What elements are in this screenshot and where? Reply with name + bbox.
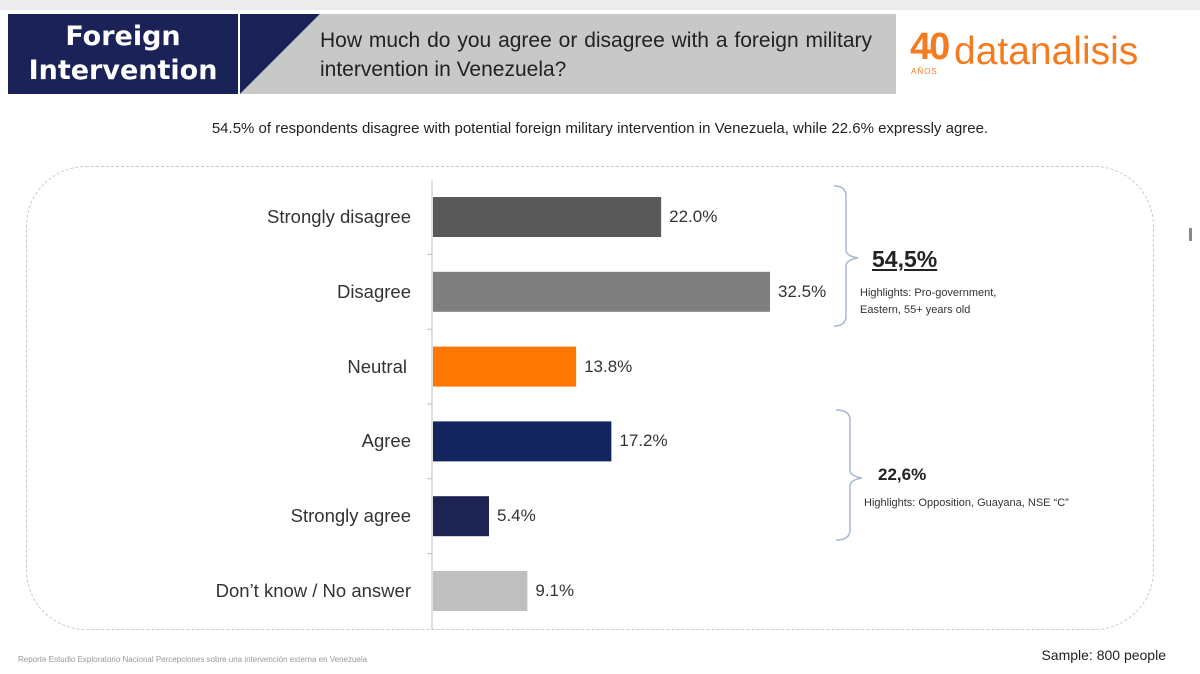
logo-years: 40 (910, 26, 950, 68)
disagree-highlights: Highlights: Pro-government, Eastern, 55+… (860, 287, 997, 316)
category-label: Disagree (336, 280, 411, 302)
bar-don-t-know-no-answer (433, 571, 528, 611)
value-label: 22.0% (669, 207, 718, 226)
value-label: 17.2% (619, 431, 668, 451)
scrollbar-thumb[interactable] (1189, 228, 1192, 241)
value-label: 9.1% (535, 581, 575, 600)
value-label: 13.8% (584, 356, 633, 376)
source-note: Reporte Estudio Exploratorio Nacional Pe… (18, 655, 368, 664)
section-title: Foreign Intervention (8, 14, 238, 94)
bar-strongly-disagree (433, 197, 662, 237)
value-label: 32.5% (778, 281, 827, 301)
datanalisis-logo: 40 AÑOS datanalisis (908, 24, 1178, 84)
category-label: Strongly agree (290, 505, 411, 527)
survey-question: How much do you agree or disagree with a… (320, 29, 872, 81)
bar-neutral (433, 346, 577, 387)
header-question-band (240, 14, 896, 94)
logo-years-caption: AÑOS (911, 67, 938, 76)
category-label: Neutral (347, 355, 407, 377)
bracket-agree (835, 409, 863, 541)
section-title-line2: Intervention (28, 55, 218, 86)
chart-panel (26, 166, 1154, 630)
chart-subtitle: 54.5% of respondents disagree with poten… (211, 120, 989, 137)
section-title-line1: Foreign (65, 21, 181, 52)
logo-brand: datanalisis (954, 30, 1139, 73)
sample-size: Sample: 800 people (1041, 647, 1166, 663)
disagree-total: 54,5% (872, 246, 938, 272)
top-strip (0, 0, 1200, 10)
agree-total: 22,6% (878, 465, 927, 484)
agree-highlights: Highlights: Opposition, Guayana, NSE “C” (864, 497, 1069, 509)
value-label: 5.4% (496, 506, 536, 526)
category-label: Don’t know / No answer (215, 580, 411, 601)
bar-agree (433, 421, 612, 462)
bar-strongly-agree (433, 496, 489, 537)
bracket-disagree (833, 185, 859, 327)
category-label: Strongly disagree (267, 206, 411, 227)
category-label: Agree (361, 430, 411, 452)
bar-disagree (433, 271, 771, 312)
